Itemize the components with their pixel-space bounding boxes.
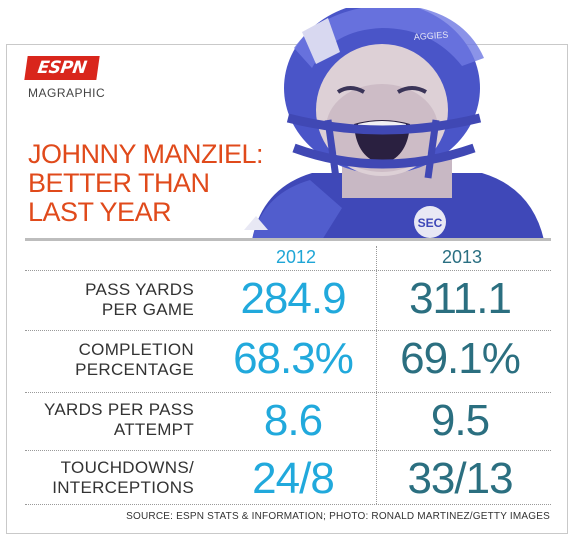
jersey-logo [244, 216, 268, 230]
row-divider [25, 330, 551, 331]
row-label-completion: COMPLETION PERCENTAGE [44, 340, 194, 380]
headline: JOHNNY MANZIEL: BETTER THAN LAST YEAR [28, 140, 288, 227]
player-photo: AGGIES SEC [244, 8, 544, 240]
column-divider [376, 246, 377, 504]
value-2013-yards-per-pass: 9.5 [430, 396, 490, 445]
column-header-2013: 2013 [441, 247, 483, 267]
headline-line-1: JOHNNY MANZIEL: [28, 139, 264, 169]
value-2013-completion: 69.1% [400, 334, 521, 383]
row-divider [25, 504, 551, 505]
sec-patch-text: SEC [418, 216, 443, 230]
headline-line-2: BETTER THAN [28, 168, 210, 198]
value-2013-pass-yards: 311.1 [409, 274, 512, 323]
value-2012-yards-per-pass: 8.6 [263, 396, 323, 445]
row-divider [25, 392, 551, 393]
source-credit: SOURCE: ESPN STATS & INFORMATION; PHOTO:… [126, 511, 550, 522]
header-rule [25, 238, 551, 241]
row-label-line: PER GAME [101, 300, 194, 319]
column-header-2012: 2012 [275, 247, 317, 267]
sec-patch [414, 206, 446, 238]
row-label-line: PERCENTAGE [75, 360, 194, 379]
espn-logo: ESPN [24, 56, 100, 80]
row-label-pass-yards: PASS YARDS PER GAME [44, 280, 194, 320]
row-label-line: INTERCEPTIONS [52, 478, 194, 497]
helmet-logo [302, 18, 340, 64]
row-divider [25, 270, 551, 271]
row-label-line: YARDS PER PASS [44, 400, 195, 419]
facemask [286, 113, 482, 135]
row-label-yards-per-pass: YARDS PER PASS ATTEMPT [44, 400, 194, 440]
row-label-td-int: TOUCHDOWNS/ INTERCEPTIONS [44, 458, 194, 498]
row-label-line: TOUCHDOWNS/ [60, 458, 194, 477]
row-label-line: PASS YARDS [85, 280, 194, 299]
value-2012-completion: 68.3% [233, 334, 354, 383]
headline-line-3: LAST YEAR [28, 197, 172, 227]
row-label-line: COMPLETION [78, 340, 194, 359]
helmet-text: AGGIES [413, 30, 448, 42]
row-divider [25, 450, 551, 451]
section-label: MAGRAPHIC [28, 86, 106, 100]
value-2012-pass-yards: 284.9 [240, 274, 346, 323]
value-2012-td-int: 24/8 [252, 454, 335, 503]
graphic-frame [6, 44, 568, 534]
row-label-line: ATTEMPT [113, 420, 194, 439]
value-2013-td-int: 33/13 [407, 454, 513, 503]
